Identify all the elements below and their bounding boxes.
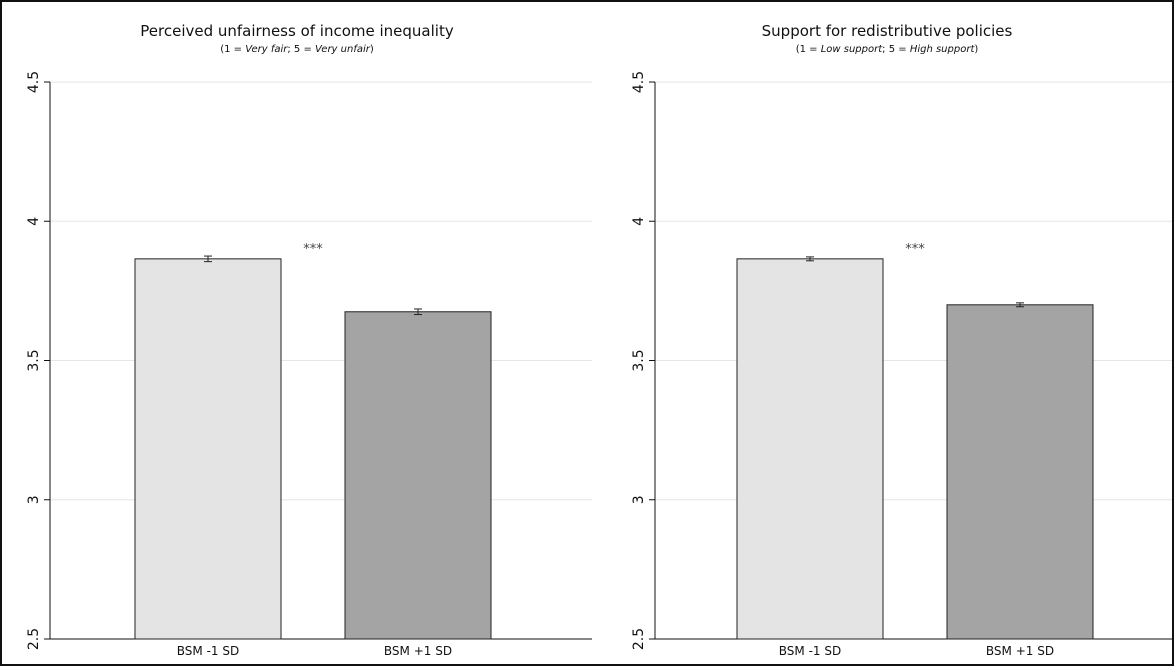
- y-tick-label: 3.5: [631, 349, 647, 371]
- subtitle-close: ): [974, 44, 979, 55]
- subtitle-high-label: High support: [909, 44, 975, 55]
- bar-chart-svg: 2.5 3 3.5 4 4.5 BSM -1 SD BSM +1 SD ***: [631, 71, 1172, 658]
- y-tick-label: 3: [631, 495, 647, 504]
- chart-panel-right: Support for redistributive policies (1 =…: [602, 2, 1172, 664]
- x-category-label: BSM -1 SD: [779, 644, 841, 658]
- subtitle-low-label: Very fair: [245, 44, 288, 55]
- chart-title: Perceived unfairness of income inequalit…: [140, 22, 454, 40]
- y-tick-label: 3: [26, 495, 42, 504]
- chart-panel-left: Perceived unfairness of income inequalit…: [2, 2, 592, 664]
- significance-annotation: ***: [303, 242, 323, 257]
- subtitle-mid: ; 5 =: [882, 44, 910, 55]
- subtitle-high-label: Very unfair: [315, 44, 370, 55]
- y-tick-label: 4: [631, 217, 647, 226]
- subtitle-mid: ; 5 =: [287, 44, 316, 55]
- bar: [736, 258, 884, 640]
- chart-subtitle: (1 = Low support; 5 = High support): [602, 44, 1172, 55]
- y-tick-label: 3.5: [26, 349, 42, 371]
- significance-annotation: ***: [905, 242, 925, 257]
- bar-chart-svg: 2.5 3 3.5 4 4.5 BSM -1 SD BSM +1 SD ***: [26, 71, 592, 658]
- x-category-label: BSM +1 SD: [986, 644, 1054, 658]
- bar: [946, 304, 1094, 640]
- y-tick-label: 4: [26, 217, 42, 226]
- bar: [344, 311, 492, 640]
- y-tick-label: 4.5: [631, 71, 647, 93]
- subtitle-close: ): [369, 44, 374, 55]
- x-category-label: BSM +1 SD: [384, 644, 452, 658]
- chart-title: Support for redistributive policies: [761, 22, 1013, 40]
- subtitle-low-label: Low support: [820, 44, 883, 55]
- chart-subtitle: (1 = Very fair; 5 = Very unfair): [2, 44, 592, 55]
- bar: [134, 258, 282, 640]
- y-tick-label: 2.5: [26, 628, 42, 650]
- y-tick-label: 4.5: [26, 71, 42, 93]
- x-category-label: BSM -1 SD: [177, 644, 239, 658]
- subtitle-open: (1 =: [795, 44, 821, 55]
- y-tick-label: 2.5: [631, 628, 647, 650]
- subtitle-open: (1 =: [220, 44, 246, 55]
